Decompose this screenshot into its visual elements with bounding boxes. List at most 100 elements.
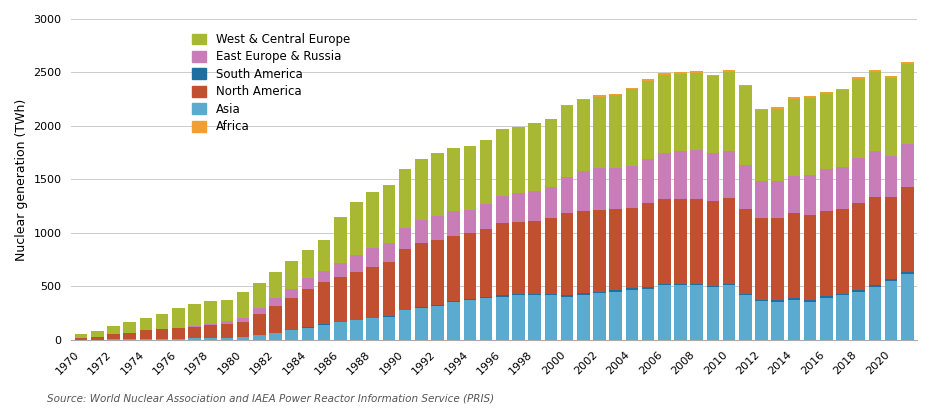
Bar [544, 217, 557, 294]
Bar [853, 290, 865, 292]
Bar [561, 297, 573, 340]
Bar [366, 318, 379, 340]
Bar [788, 298, 801, 300]
Bar [528, 295, 541, 340]
Bar [221, 300, 233, 321]
Bar [658, 73, 671, 75]
Bar [869, 151, 881, 197]
Bar [803, 98, 816, 175]
Bar [221, 324, 233, 338]
Bar [156, 329, 169, 339]
Bar [172, 339, 185, 340]
Bar [334, 262, 347, 277]
Bar [496, 223, 509, 295]
Bar [237, 337, 250, 340]
Bar [625, 208, 638, 288]
Bar [869, 285, 881, 287]
Bar [350, 255, 363, 272]
Bar [544, 294, 557, 295]
Bar [123, 333, 136, 339]
Bar [658, 75, 671, 153]
Bar [577, 171, 590, 211]
Bar [399, 310, 411, 340]
Bar [674, 72, 687, 74]
Bar [642, 79, 654, 81]
Bar [723, 70, 735, 72]
Bar [610, 209, 622, 290]
Bar [318, 324, 331, 325]
Bar [204, 302, 217, 324]
Bar [691, 71, 703, 73]
Bar [399, 249, 411, 310]
Bar [480, 229, 492, 297]
Bar [884, 279, 898, 281]
Bar [901, 187, 913, 272]
Bar [755, 109, 768, 110]
Bar [172, 308, 185, 328]
Bar [706, 286, 720, 287]
Bar [544, 295, 557, 340]
Bar [658, 284, 671, 285]
Bar [383, 317, 395, 340]
Bar [884, 78, 898, 156]
Bar [366, 248, 379, 267]
Bar [803, 215, 816, 300]
Bar [625, 290, 638, 340]
Bar [674, 74, 687, 151]
Bar [188, 338, 200, 340]
Bar [772, 300, 784, 302]
Bar [869, 71, 881, 72]
Bar [593, 210, 606, 292]
Bar [836, 295, 849, 340]
Bar [75, 335, 88, 338]
Bar [901, 273, 913, 340]
Bar [820, 211, 832, 296]
Bar [188, 327, 200, 338]
Bar [269, 298, 281, 306]
Bar [658, 285, 671, 340]
Bar [383, 262, 395, 316]
Bar [788, 213, 801, 298]
Bar [610, 290, 622, 292]
Bar [723, 284, 735, 285]
Bar [415, 307, 428, 308]
Bar [156, 339, 169, 340]
Bar [610, 168, 622, 209]
Bar [447, 301, 460, 302]
Bar [803, 96, 816, 98]
Bar [496, 195, 509, 223]
Bar [755, 302, 768, 340]
Bar [140, 339, 152, 340]
Bar [544, 119, 557, 187]
Bar [383, 185, 395, 243]
Bar [123, 322, 136, 333]
Bar [285, 330, 298, 340]
Bar [463, 300, 476, 340]
Bar [107, 335, 120, 339]
Bar [674, 284, 687, 285]
Bar [463, 210, 476, 233]
Bar [415, 159, 428, 220]
Bar [836, 294, 849, 295]
Text: Source: World Nuclear Association and IAEA Power Reactor Information Service (PR: Source: World Nuclear Association and IA… [47, 394, 494, 404]
Bar [528, 123, 541, 191]
Bar [447, 211, 460, 236]
Bar [658, 153, 671, 199]
Bar [302, 278, 314, 289]
Bar [788, 99, 801, 176]
Bar [237, 292, 250, 318]
Bar [334, 217, 347, 262]
Bar [836, 167, 849, 209]
Bar [788, 176, 801, 213]
Bar [528, 191, 541, 221]
Bar [803, 300, 816, 302]
Bar [496, 297, 509, 340]
Bar [350, 272, 363, 319]
Bar [723, 151, 735, 197]
Bar [706, 153, 720, 201]
Bar [480, 298, 492, 340]
Bar [836, 209, 849, 294]
Bar [642, 81, 654, 159]
Bar [803, 175, 816, 215]
Bar [253, 314, 266, 335]
